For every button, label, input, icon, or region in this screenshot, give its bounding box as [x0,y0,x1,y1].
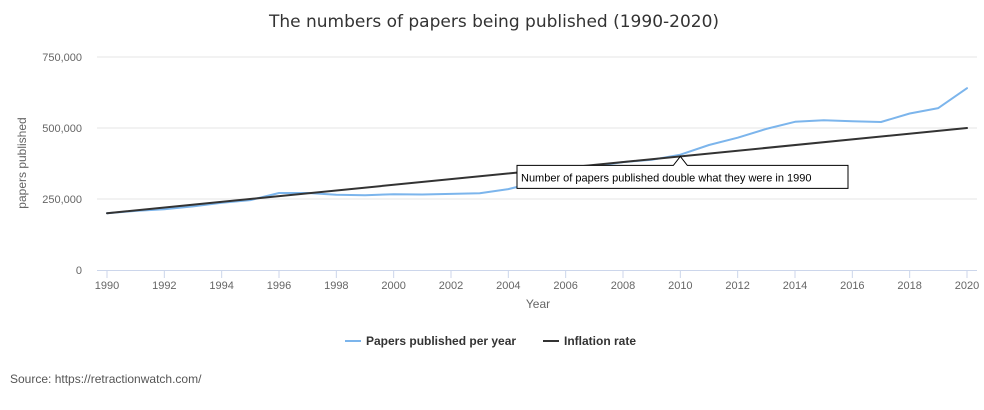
x-tick-label: 2012 [725,280,749,292]
y-tick-label: 750,000 [42,52,82,64]
x-tick-label: 1994 [209,280,233,292]
legend-label-2: Inflation rate [564,334,636,348]
y-tick-label: 250,000 [42,194,82,206]
annotation: Number of papers published double what t… [516,155,849,189]
x-tick-label: 1998 [324,280,348,292]
chart-title: The numbers of papers being published (1… [268,12,719,32]
x-tick-label: 2006 [553,280,577,292]
legend-label-1: Papers published per year [366,334,516,348]
annotation-box [516,155,849,189]
x-tick-label: 1990 [95,280,119,292]
x-tick-label: 1992 [152,280,176,292]
y-tick-label: 500,000 [42,123,82,135]
x-tick-label: 2020 [955,280,979,292]
x-axis: 1990 1992 1994 1996 1998 2000 2002 2004 2006 2008… [95,270,979,292]
legend: Papers published per year Inflation rate [345,334,636,348]
x-tick-label: 2000 [381,280,405,292]
x-tick-label: 2014 [783,280,807,292]
x-tick-label: 2008 [611,280,635,292]
y-tick-label: 0 [76,265,82,277]
x-tick-label: 2002 [439,280,463,292]
x-tick-label: 2018 [897,280,921,292]
x-tick-label: 2016 [840,280,864,292]
x-tick-label: 1996 [267,280,291,292]
series-lines [106,87,968,215]
x-tick-label: 2004 [496,280,520,292]
source-text: Source: https://retractionwatch.com/ [10,372,202,386]
annotation-text: Number of papers published double what t… [521,172,811,184]
x-tick-label: 2010 [668,280,692,292]
y-axis-ticks: 0 250,000 500,000 750,000 [42,52,82,277]
x-axis-title: Year [526,297,550,311]
series-line-1 [106,87,968,215]
y-axis-title: papers published [15,117,29,208]
